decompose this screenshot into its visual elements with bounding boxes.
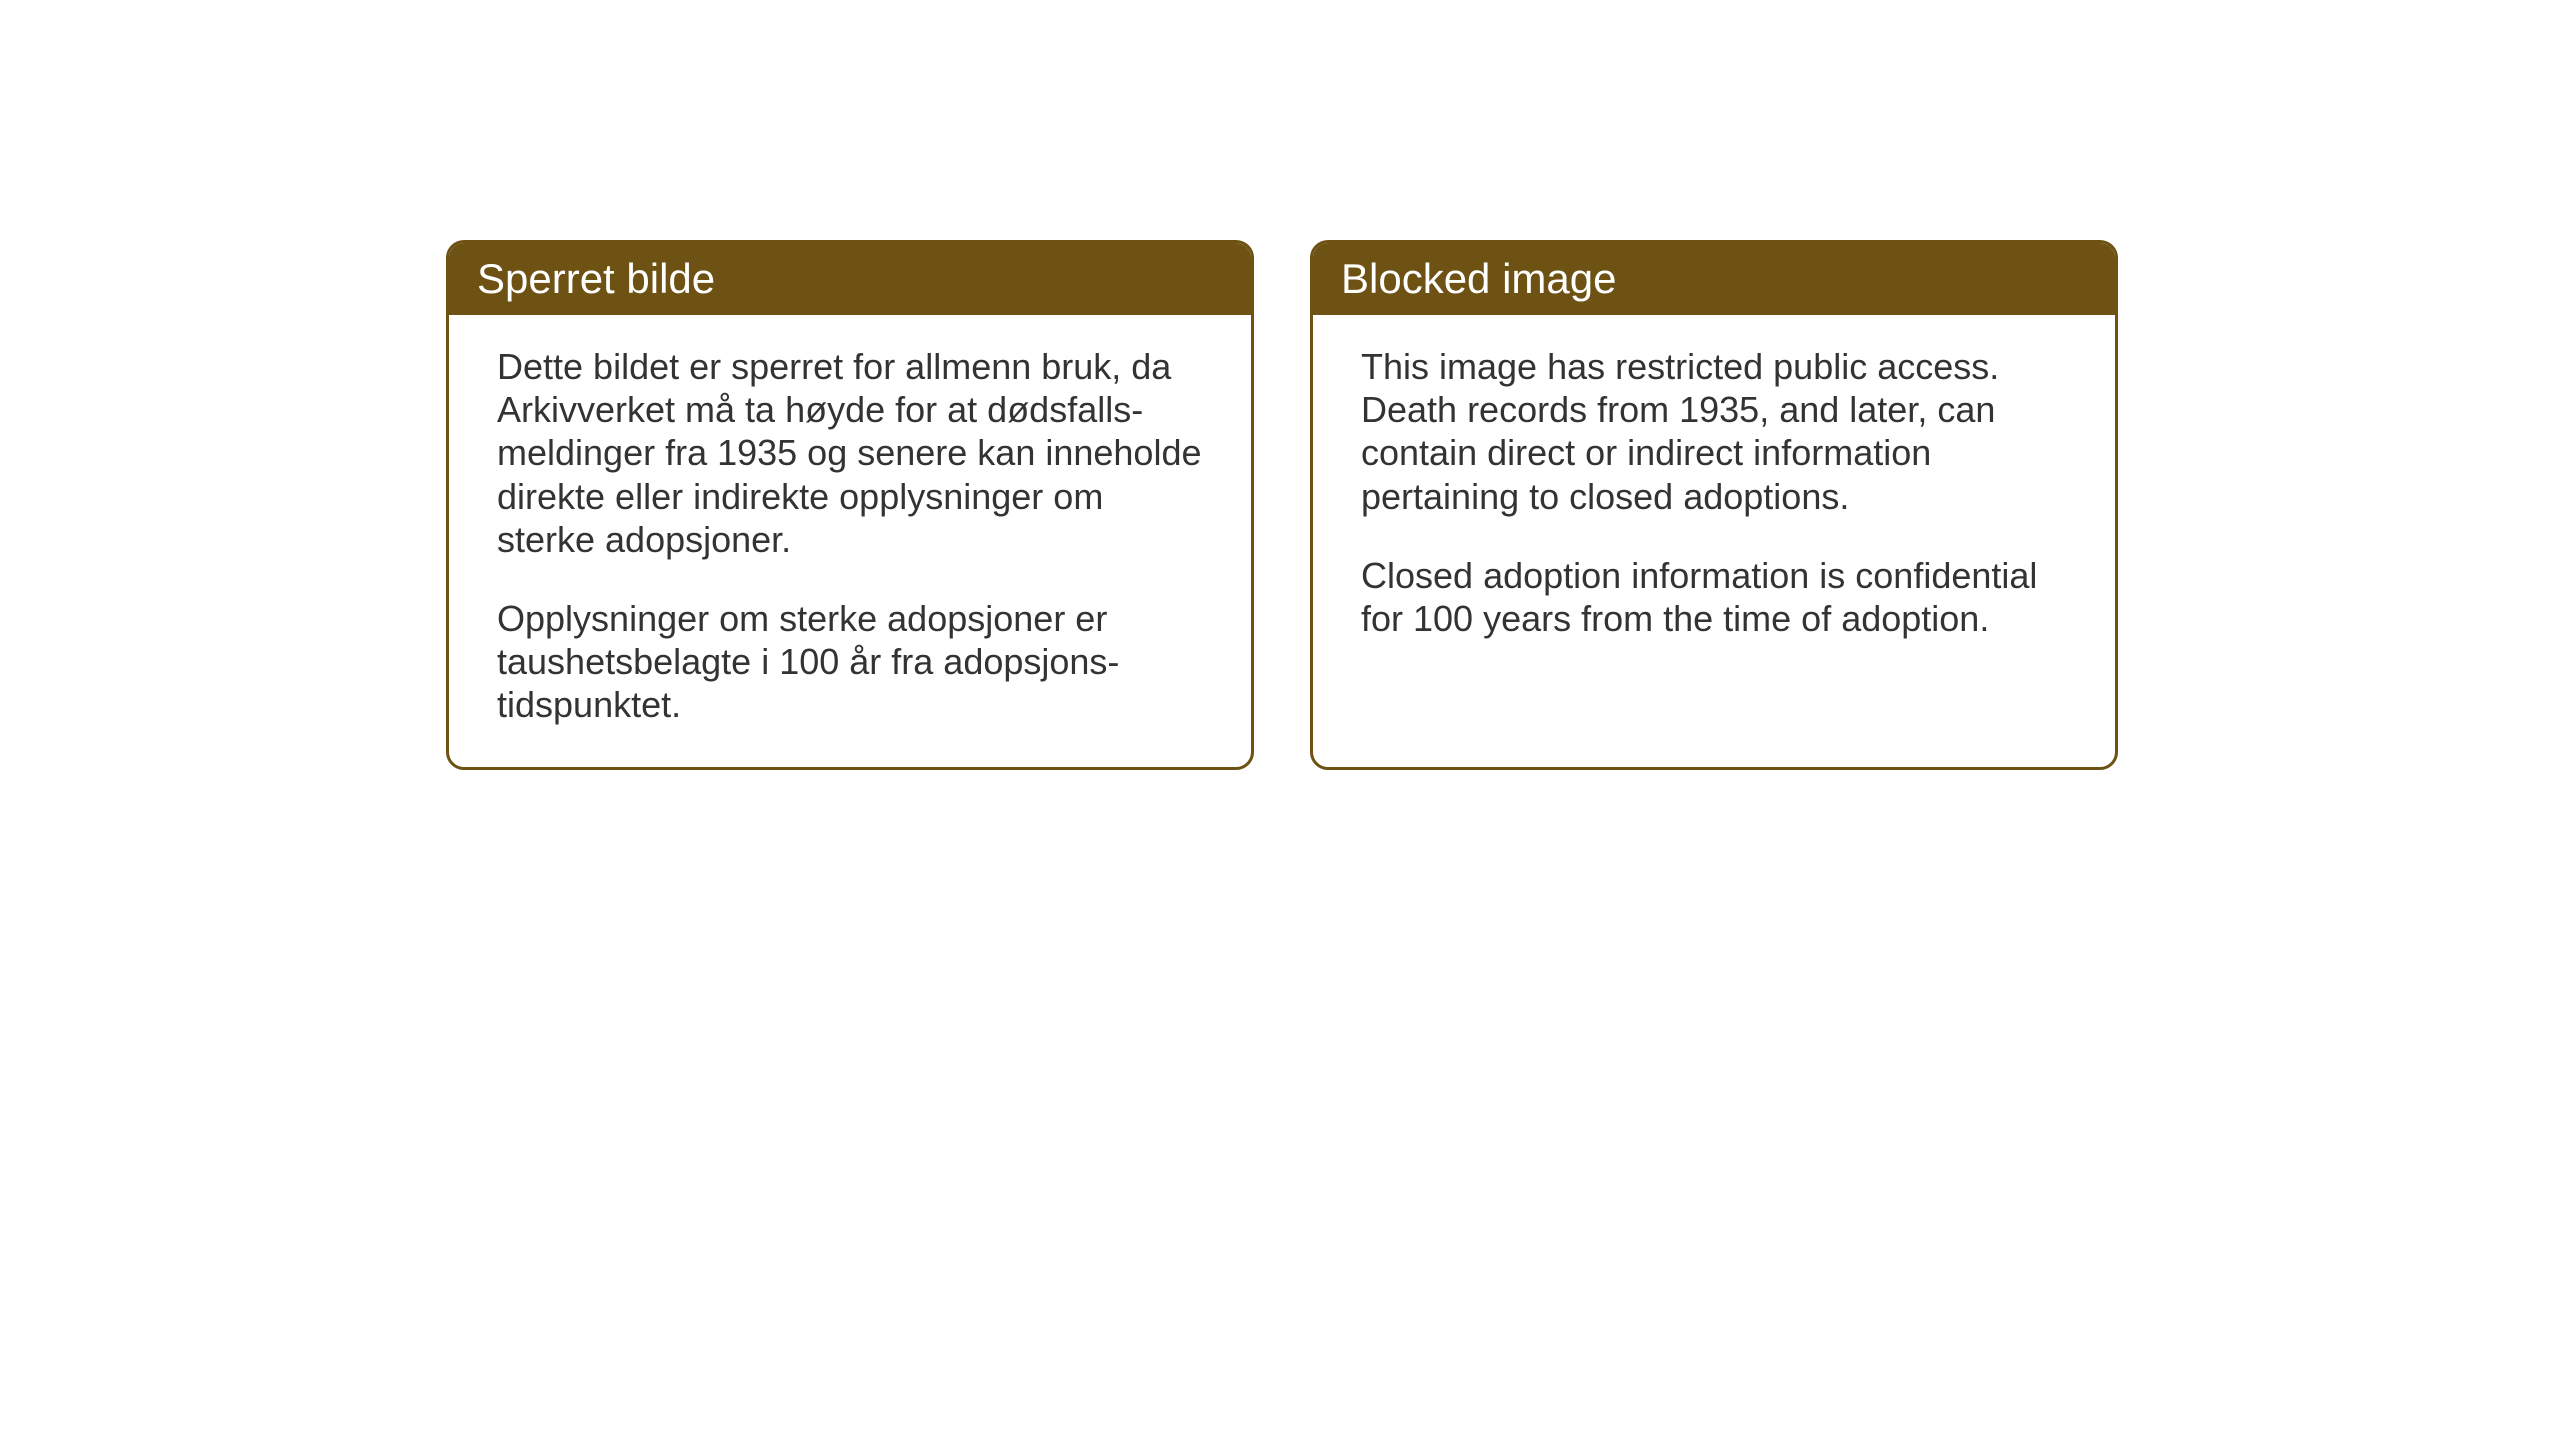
card-title-norwegian: Sperret bilde <box>477 255 715 302</box>
notice-cards-container: Sperret bilde Dette bildet er sperret fo… <box>446 240 2118 770</box>
paragraph-english-2: Closed adoption information is confident… <box>1361 554 2067 640</box>
paragraph-norwegian-2: Opplysninger om sterke adopsjoner er tau… <box>497 597 1203 727</box>
paragraph-english-1: This image has restricted public access.… <box>1361 345 2067 518</box>
card-header-norwegian: Sperret bilde <box>449 243 1251 315</box>
card-body-norwegian: Dette bildet er sperret for allmenn bruk… <box>449 315 1251 767</box>
card-body-english: This image has restricted public access.… <box>1313 315 2115 680</box>
notice-card-english: Blocked image This image has restricted … <box>1310 240 2118 770</box>
notice-card-norwegian: Sperret bilde Dette bildet er sperret fo… <box>446 240 1254 770</box>
paragraph-norwegian-1: Dette bildet er sperret for allmenn bruk… <box>497 345 1203 561</box>
card-header-english: Blocked image <box>1313 243 2115 315</box>
card-title-english: Blocked image <box>1341 255 1616 302</box>
